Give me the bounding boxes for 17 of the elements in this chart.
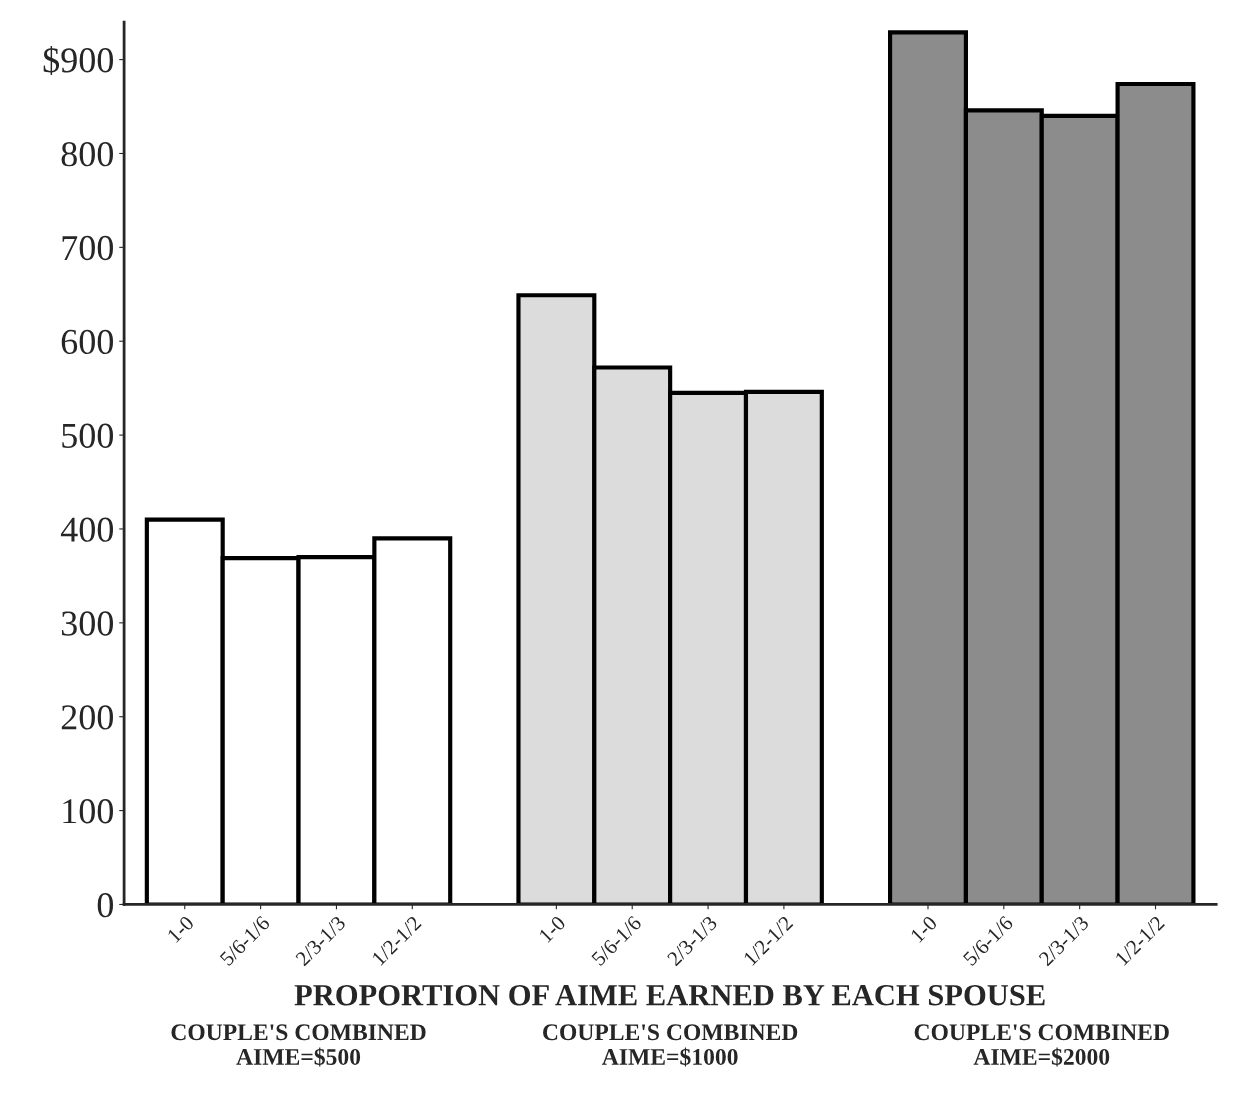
text: COUPLE'S COMBINED AIME=$2000: [914, 1024, 1169, 1067]
y-tick-label: 800: [61, 142, 113, 167]
y-tick-label: 300: [61, 611, 113, 636]
y-tick-label: 200: [61, 705, 113, 730]
y-tick-label: 600: [61, 329, 113, 355]
y-tick-label: 500: [62, 423, 113, 448]
x-axis-title: PROPORTION OF AIME EARNED BY EACH SPOUSE: [294, 984, 1045, 1006]
text: COUPLE'S COMBINED AIME=$1000: [543, 1024, 798, 1067]
text: COUPLE'S COMBINED AIME=$500: [171, 1024, 426, 1067]
x-tick-label: 1-0: [910, 915, 938, 943]
y-tick-label: 400: [60, 517, 113, 542]
y-tick-label: 100: [63, 799, 113, 824]
x-tick-label: 1-0: [538, 915, 567, 943]
y-tick-label: 700: [62, 235, 113, 261]
y-tick-label: $900: [43, 45, 113, 75]
y-tick-label: 0: [97, 892, 113, 918]
x-tick-label: 1-0: [166, 915, 195, 943]
